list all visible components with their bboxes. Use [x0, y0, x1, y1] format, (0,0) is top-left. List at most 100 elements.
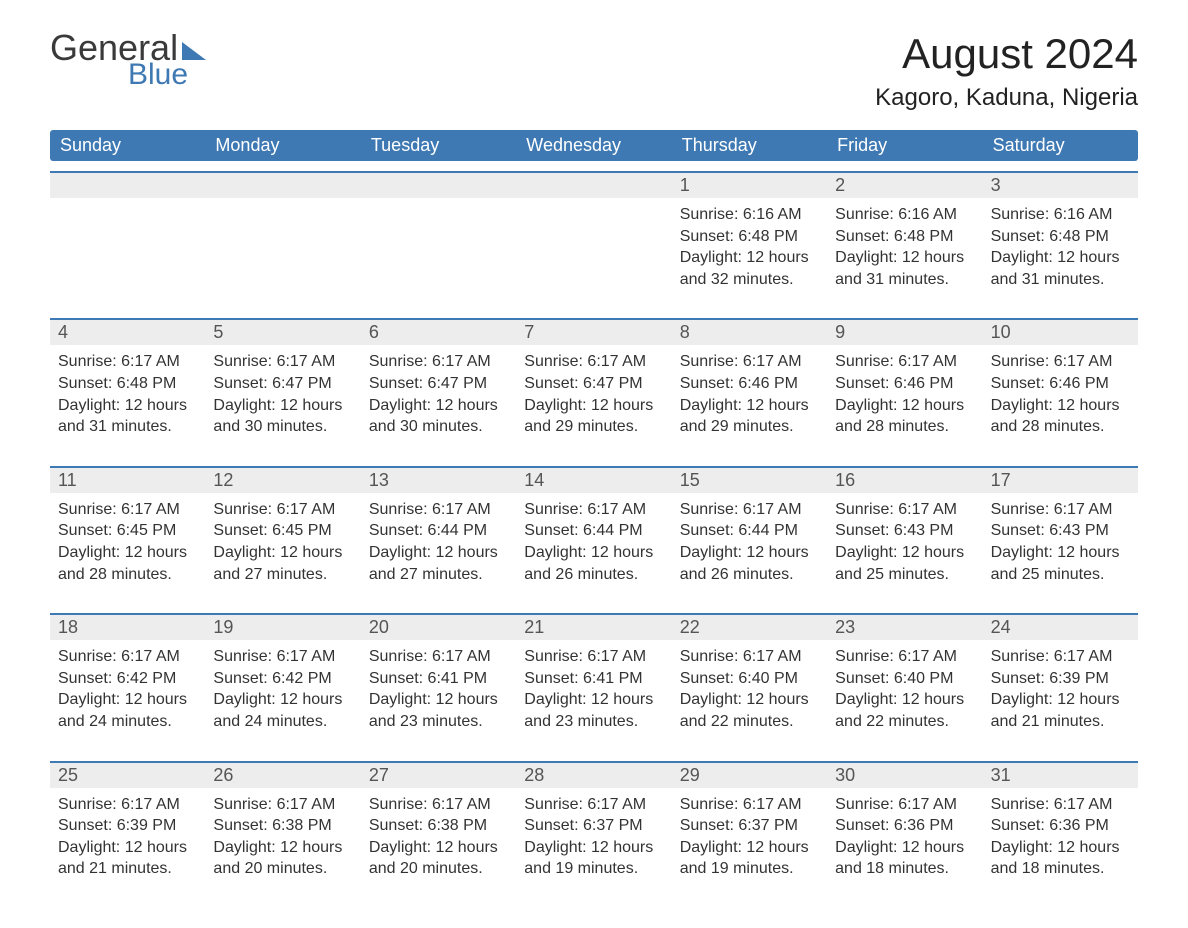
day-cell: Sunrise: 6:17 AMSunset: 6:47 PMDaylight:… — [516, 345, 671, 455]
day-number: 11 — [50, 468, 205, 493]
sunset-line: Sunset: 6:41 PM — [524, 668, 663, 690]
day-number: 29 — [672, 763, 827, 788]
sunset-line: Sunset: 6:40 PM — [680, 668, 819, 690]
sunrise-line: Sunrise: 6:16 AM — [680, 204, 819, 226]
day-number: 19 — [205, 615, 360, 640]
day-number: 22 — [672, 615, 827, 640]
sunset-line: Sunset: 6:48 PM — [58, 373, 197, 395]
daylight-line: Daylight: 12 hours and 29 minutes. — [680, 395, 819, 438]
sunset-line: Sunset: 6:40 PM — [835, 668, 974, 690]
daylight-line: Daylight: 12 hours and 20 minutes. — [369, 837, 508, 880]
sunrise-line: Sunrise: 6:17 AM — [680, 351, 819, 373]
week-row: 45678910Sunrise: 6:17 AMSunset: 6:48 PMD… — [50, 318, 1138, 455]
sunrise-line: Sunrise: 6:17 AM — [58, 794, 197, 816]
day-cell: Sunrise: 6:17 AMSunset: 6:40 PMDaylight:… — [672, 640, 827, 750]
sunrise-line: Sunrise: 6:17 AM — [213, 499, 352, 521]
day-number: 17 — [983, 468, 1138, 493]
daylight-line: Daylight: 12 hours and 18 minutes. — [991, 837, 1130, 880]
day-number: 30 — [827, 763, 982, 788]
sunrise-line: Sunrise: 6:17 AM — [991, 351, 1130, 373]
daylight-line: Daylight: 12 hours and 18 minutes. — [835, 837, 974, 880]
day-cell: Sunrise: 6:17 AMSunset: 6:45 PMDaylight:… — [205, 493, 360, 603]
sunrise-line: Sunrise: 6:17 AM — [369, 646, 508, 668]
day-cell: Sunrise: 6:17 AMSunset: 6:44 PMDaylight:… — [516, 493, 671, 603]
dow-label: Friday — [827, 130, 982, 161]
daylight-line: Daylight: 12 hours and 24 minutes. — [58, 689, 197, 732]
day-cell: Sunrise: 6:17 AMSunset: 6:40 PMDaylight:… — [827, 640, 982, 750]
daylight-line: Daylight: 12 hours and 22 minutes. — [835, 689, 974, 732]
day-number: 8 — [672, 320, 827, 345]
day-number — [205, 173, 360, 198]
daylight-line: Daylight: 12 hours and 26 minutes. — [524, 542, 663, 585]
day-cell: Sunrise: 6:17 AMSunset: 6:47 PMDaylight:… — [361, 345, 516, 455]
sunrise-line: Sunrise: 6:17 AM — [58, 646, 197, 668]
sunrise-line: Sunrise: 6:17 AM — [680, 499, 819, 521]
sunset-line: Sunset: 6:44 PM — [524, 520, 663, 542]
day-number: 10 — [983, 320, 1138, 345]
daylight-line: Daylight: 12 hours and 32 minutes. — [680, 247, 819, 290]
sunset-line: Sunset: 6:43 PM — [835, 520, 974, 542]
day-cell: Sunrise: 6:17 AMSunset: 6:46 PMDaylight:… — [672, 345, 827, 455]
daynum-row: 25262728293031 — [50, 763, 1138, 788]
day-cell: Sunrise: 6:17 AMSunset: 6:43 PMDaylight:… — [827, 493, 982, 603]
day-cell: Sunrise: 6:16 AMSunset: 6:48 PMDaylight:… — [827, 198, 982, 308]
daynum-row: 123 — [50, 173, 1138, 198]
day-cell: Sunrise: 6:17 AMSunset: 6:46 PMDaylight:… — [827, 345, 982, 455]
day-cell: Sunrise: 6:16 AMSunset: 6:48 PMDaylight:… — [983, 198, 1138, 308]
day-cell: Sunrise: 6:17 AMSunset: 6:41 PMDaylight:… — [361, 640, 516, 750]
day-cell: Sunrise: 6:17 AMSunset: 6:37 PMDaylight:… — [672, 788, 827, 898]
sunrise-line: Sunrise: 6:17 AM — [369, 499, 508, 521]
day-number: 23 — [827, 615, 982, 640]
daylight-line: Daylight: 12 hours and 19 minutes. — [680, 837, 819, 880]
sunset-line: Sunset: 6:47 PM — [524, 373, 663, 395]
day-cell: Sunrise: 6:17 AMSunset: 6:39 PMDaylight:… — [50, 788, 205, 898]
day-number: 7 — [516, 320, 671, 345]
day-cell: Sunrise: 6:17 AMSunset: 6:46 PMDaylight:… — [983, 345, 1138, 455]
daylight-line: Daylight: 12 hours and 21 minutes. — [58, 837, 197, 880]
day-number: 2 — [827, 173, 982, 198]
day-number: 14 — [516, 468, 671, 493]
day-cell: Sunrise: 6:17 AMSunset: 6:44 PMDaylight:… — [672, 493, 827, 603]
sunset-line: Sunset: 6:41 PM — [369, 668, 508, 690]
sunset-line: Sunset: 6:42 PM — [58, 668, 197, 690]
sunset-line: Sunset: 6:38 PM — [213, 815, 352, 837]
day-number: 26 — [205, 763, 360, 788]
sunset-line: Sunset: 6:37 PM — [680, 815, 819, 837]
daylight-line: Daylight: 12 hours and 25 minutes. — [835, 542, 974, 585]
day-number: 20 — [361, 615, 516, 640]
day-number: 3 — [983, 173, 1138, 198]
day-of-week-header: SundayMondayTuesdayWednesdayThursdayFrid… — [50, 130, 1138, 161]
page-title: August 2024 — [875, 30, 1138, 78]
day-number: 15 — [672, 468, 827, 493]
day-number: 5 — [205, 320, 360, 345]
sunrise-line: Sunrise: 6:17 AM — [369, 351, 508, 373]
sunset-line: Sunset: 6:45 PM — [213, 520, 352, 542]
sunset-line: Sunset: 6:46 PM — [991, 373, 1130, 395]
daylight-line: Daylight: 12 hours and 27 minutes. — [213, 542, 352, 585]
day-cell: Sunrise: 6:17 AMSunset: 6:47 PMDaylight:… — [205, 345, 360, 455]
sunrise-line: Sunrise: 6:17 AM — [58, 499, 197, 521]
day-cell — [50, 198, 205, 308]
day-cell — [516, 198, 671, 308]
day-number: 16 — [827, 468, 982, 493]
sunrise-line: Sunrise: 6:17 AM — [991, 499, 1130, 521]
sunset-line: Sunset: 6:47 PM — [213, 373, 352, 395]
logo-text-blue: Blue — [128, 60, 206, 90]
daylight-line: Daylight: 12 hours and 31 minutes. — [58, 395, 197, 438]
sunrise-line: Sunrise: 6:17 AM — [991, 646, 1130, 668]
daylight-line: Daylight: 12 hours and 25 minutes. — [991, 542, 1130, 585]
sunset-line: Sunset: 6:48 PM — [835, 226, 974, 248]
day-cell: Sunrise: 6:17 AMSunset: 6:36 PMDaylight:… — [983, 788, 1138, 898]
day-cell: Sunrise: 6:17 AMSunset: 6:41 PMDaylight:… — [516, 640, 671, 750]
day-cell: Sunrise: 6:16 AMSunset: 6:48 PMDaylight:… — [672, 198, 827, 308]
sunset-line: Sunset: 6:48 PM — [680, 226, 819, 248]
day-number — [361, 173, 516, 198]
daylight-line: Daylight: 12 hours and 24 minutes. — [213, 689, 352, 732]
week-row: 18192021222324Sunrise: 6:17 AMSunset: 6:… — [50, 613, 1138, 750]
sunrise-line: Sunrise: 6:17 AM — [213, 794, 352, 816]
calendar-grid: SundayMondayTuesdayWednesdayThursdayFrid… — [50, 130, 1138, 898]
sunrise-line: Sunrise: 6:17 AM — [835, 646, 974, 668]
daylight-line: Daylight: 12 hours and 28 minutes. — [58, 542, 197, 585]
week-row: 123Sunrise: 6:16 AMSunset: 6:48 PMDaylig… — [50, 171, 1138, 308]
daylight-line: Daylight: 12 hours and 30 minutes. — [213, 395, 352, 438]
